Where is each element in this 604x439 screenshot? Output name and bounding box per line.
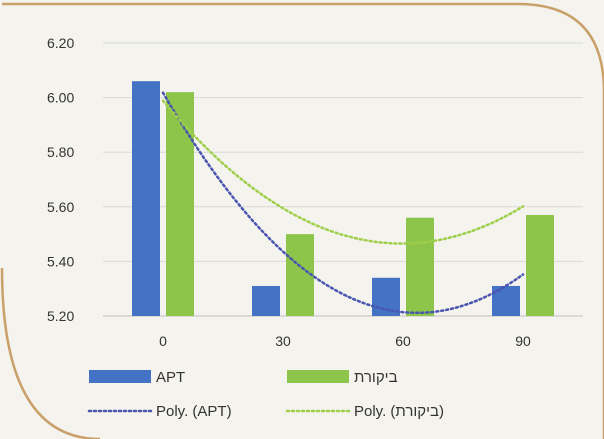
trendline-apt (161, 91, 525, 315)
x-tick-label: 30 (275, 333, 291, 349)
legend-control-label: ביקורת (354, 369, 398, 386)
bar-apt-0 (132, 81, 160, 316)
y-tick-label: 5.40 (47, 253, 74, 269)
bar-apt-30 (252, 285, 280, 316)
y-tick-label: 6.00 (47, 90, 74, 106)
legend-control-swatch (287, 370, 349, 383)
legend-apt-swatch (89, 370, 151, 383)
y-tick-label: 5.20 (47, 308, 74, 324)
x-tick-label: 0 (159, 333, 167, 349)
x-tick-label: 90 (515, 333, 531, 349)
bars (132, 81, 554, 316)
x-tick-label: 60 (395, 333, 411, 349)
legend-poly-apt-label: Poly. (APT) (156, 403, 232, 420)
y-tick-label: 5.60 (47, 199, 74, 215)
bar-control-0 (166, 92, 194, 316)
bar-apt-90 (492, 285, 520, 316)
x-axis-ticks: 0 30 60 90 (159, 333, 531, 349)
legend: APT ביקורת Poly. (APT) Poly. (ביקורת) (87, 369, 444, 420)
trendlines (161, 91, 525, 315)
bar-control-60 (406, 217, 434, 316)
legend-apt-label: APT (156, 369, 185, 386)
y-tick-label: 5.80 (47, 144, 74, 160)
bar-control-30 (286, 234, 314, 316)
legend-poly-control-label: Poly. (ביקורת) (354, 403, 444, 420)
y-axis-ticks: 5.20 5.40 5.60 5.80 6.00 6.20 (47, 35, 74, 324)
y-tick-label: 6.20 (47, 35, 74, 51)
trendline-control (161, 99, 525, 245)
bar-control-90 (526, 214, 554, 316)
